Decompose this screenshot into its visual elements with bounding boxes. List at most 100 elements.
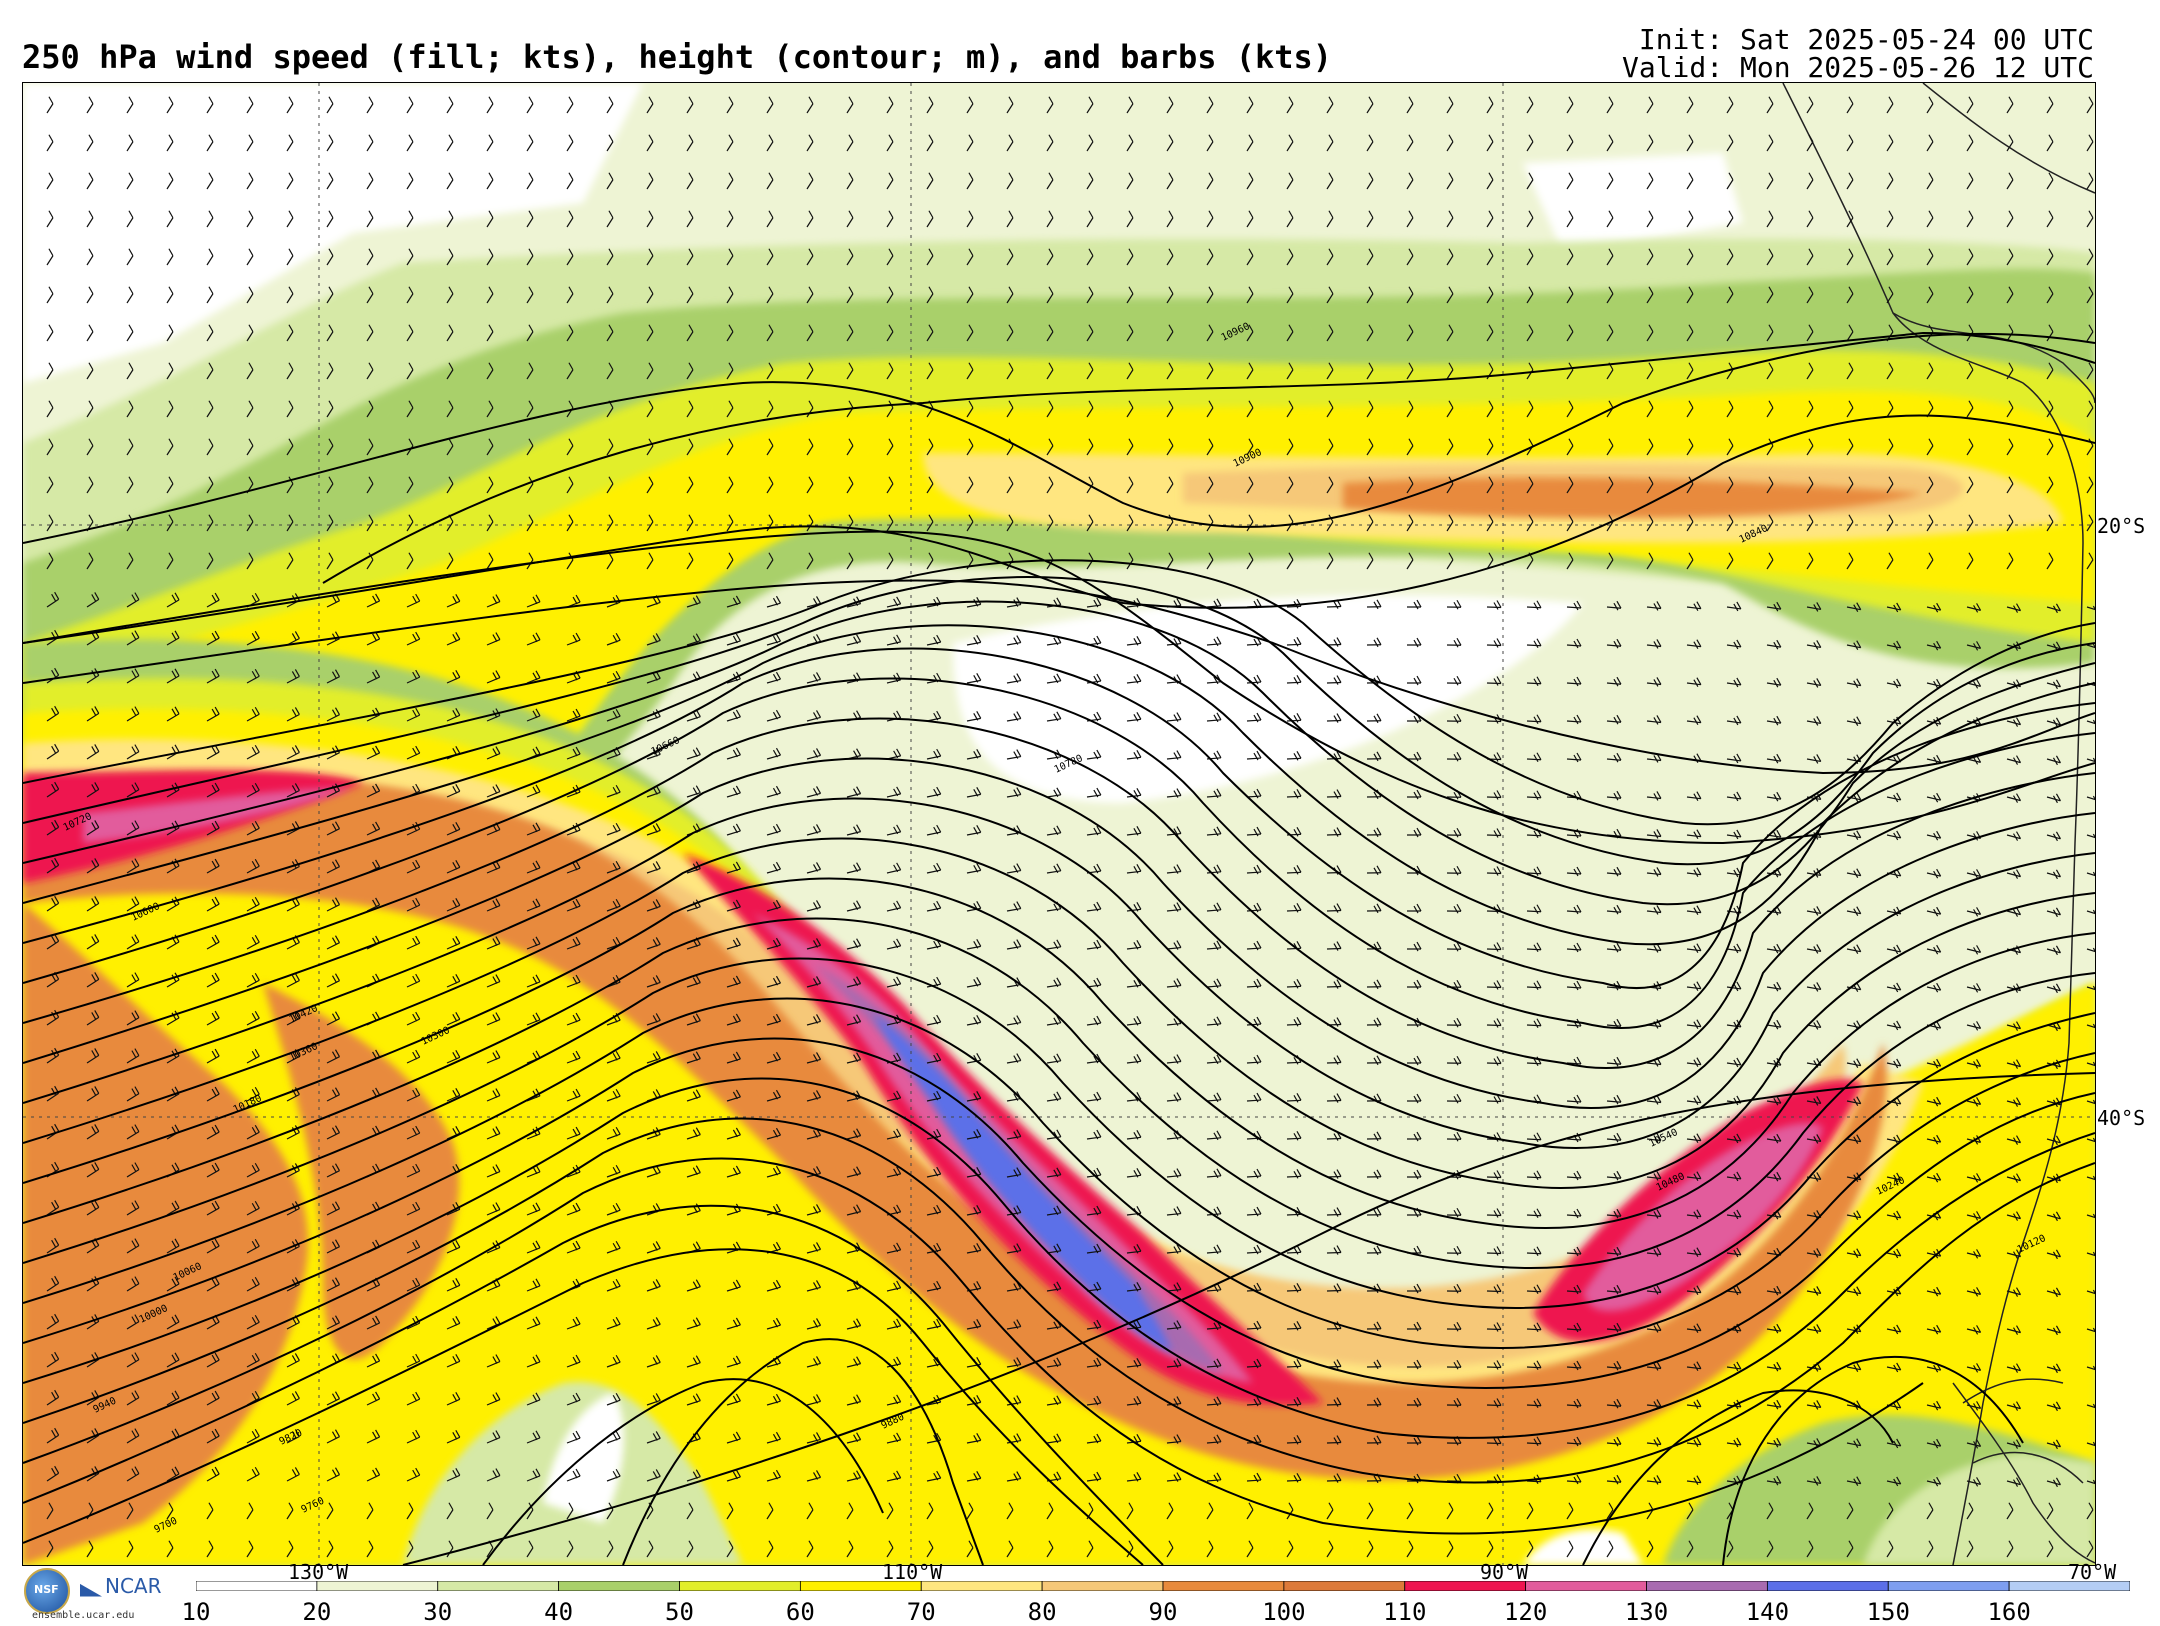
wind-barb — [966, 787, 982, 798]
wind-barb — [1646, 248, 1654, 266]
wind-barb — [886, 596, 902, 608]
wind-barb — [1046, 1243, 1062, 1254]
wind-barb — [886, 862, 902, 874]
wind-barb — [726, 1089, 741, 1102]
wind-barb — [286, 1540, 294, 1558]
wind-barb — [86, 858, 100, 874]
wind-barb — [1846, 1540, 1854, 1558]
wind-barb — [846, 634, 862, 646]
wind-barb — [2046, 1249, 2061, 1260]
wind-barb — [1046, 96, 1054, 114]
wind-barb — [766, 248, 774, 266]
wind-barb — [2006, 1211, 2022, 1221]
wind-barb — [406, 362, 414, 380]
wind-barb — [1646, 96, 1654, 114]
wind-barb — [366, 514, 374, 532]
wind-barb — [1246, 1472, 1262, 1483]
height-contour-16 — [23, 647, 2095, 989]
wind-barb — [1326, 827, 1342, 837]
wind-barb — [1326, 362, 1334, 380]
wind-barb — [846, 362, 854, 380]
height-contour-10 — [23, 877, 2095, 1229]
wind-barb — [366, 476, 374, 494]
wind-barb — [1246, 826, 1262, 837]
wind-barb — [1206, 940, 1222, 951]
wind-barb — [246, 896, 260, 912]
wind-barb — [1126, 1502, 1134, 1520]
wind-barb — [1526, 96, 1534, 114]
wind-barb — [1006, 476, 1014, 494]
map-plot[interactable]: 10960 10900 10840 10780 10720 10660 10600 10540… — [22, 82, 2096, 1566]
wind-barb — [766, 1469, 781, 1482]
wind-barb — [86, 400, 94, 418]
wind-barb — [326, 897, 341, 912]
wind-barb — [446, 286, 454, 304]
wind-barb — [726, 1540, 734, 1558]
wind-barb — [526, 134, 534, 152]
wind-barb — [1526, 1170, 1542, 1181]
wind-barb — [2006, 1325, 2022, 1335]
wind-barb — [1086, 1395, 1102, 1406]
wind-barb — [1126, 1358, 1142, 1368]
wind-barb — [1446, 675, 1462, 686]
wind-barb — [1686, 829, 1702, 840]
height-contour-7 — [23, 997, 2095, 1349]
wind-barb — [1366, 599, 1382, 610]
wind-barb — [2006, 1173, 2022, 1183]
wind-barb — [1886, 286, 1894, 304]
wind-barb — [1446, 751, 1462, 762]
wind-barb — [1286, 286, 1294, 304]
wind-barb — [246, 400, 254, 418]
wind-barb — [246, 96, 254, 114]
wind-barb — [846, 210, 854, 228]
wind-barb — [526, 172, 534, 190]
wind-barb — [526, 860, 541, 874]
wind-barb — [1366, 713, 1382, 724]
wind-barb — [1486, 1502, 1494, 1520]
wind-barb — [1806, 324, 1814, 342]
wind-barb — [206, 782, 220, 798]
wind-barb — [886, 1502, 894, 1520]
wind-barb — [1766, 1540, 1774, 1558]
wind-barb — [766, 286, 774, 304]
wind-barb — [1126, 172, 1134, 190]
wind-barb — [2046, 1325, 2061, 1336]
wind-barb — [1246, 940, 1262, 951]
wind-barb — [486, 1012, 501, 1026]
wind-barb — [326, 1201, 341, 1216]
wind-barb — [1406, 599, 1422, 610]
wind-barb — [486, 670, 501, 684]
wind-barb — [1726, 1361, 1742, 1372]
wind-barb — [926, 1540, 934, 1558]
wind-barb — [1406, 172, 1414, 190]
wind-barb — [686, 362, 694, 380]
wind-barb — [1846, 716, 1862, 726]
wind-barb — [806, 1242, 822, 1254]
wind-barb — [406, 96, 414, 114]
wind-barb — [646, 1469, 661, 1482]
wind-barb — [1006, 1015, 1022, 1026]
wind-barb — [686, 400, 694, 418]
wind-barb — [766, 595, 781, 608]
wind-barb — [566, 476, 574, 494]
wind-barb — [806, 1204, 822, 1216]
wind-barb — [726, 1502, 734, 1520]
wind-barb — [1086, 362, 1094, 380]
wind-barb — [126, 552, 134, 570]
wind-barb — [1766, 1285, 1782, 1296]
wind-barb — [1686, 438, 1694, 456]
wind-barb — [126, 514, 134, 532]
wind-barb — [1646, 1323, 1662, 1333]
wind-barb — [1406, 1540, 1414, 1558]
wind-barb — [246, 1238, 260, 1254]
logos: NSF NCAR ensemble.ucar.edu — [24, 1568, 174, 1624]
wind-barb — [1006, 1053, 1022, 1064]
wind-barb — [846, 786, 862, 798]
wind-barb — [606, 362, 614, 380]
wind-barb — [726, 286, 734, 304]
wind-barb — [206, 514, 214, 532]
wind-barb — [126, 172, 134, 190]
wind-barb — [2046, 907, 2061, 918]
colorbar-tick-160: 160 — [1987, 1598, 2031, 1626]
wind-barb — [2006, 172, 2014, 190]
